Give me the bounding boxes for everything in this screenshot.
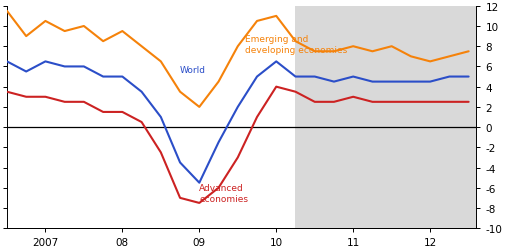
Bar <box>295 7 476 228</box>
Text: World: World <box>180 65 206 74</box>
Text: Advanced
economies: Advanced economies <box>199 183 248 203</box>
Text: Emerging and
developing economies: Emerging and developing economies <box>245 35 348 55</box>
